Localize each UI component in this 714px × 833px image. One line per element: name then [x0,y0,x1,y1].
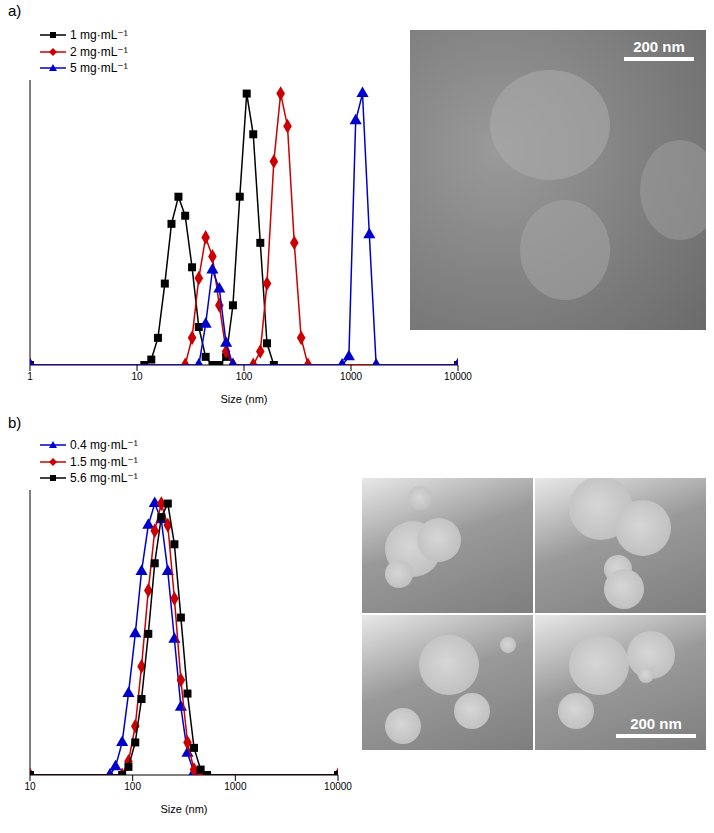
html-text:2 mg·mL⁻¹: 2 mg·mL⁻¹ [70,44,128,59]
html-text:0.4 mg·mL⁻¹: 0.4 mg·mL⁻¹ [70,437,138,452]
svg-text:Size (nm): Size (nm) [160,803,207,815]
svg-text:10000: 10000 [444,371,472,382]
svg-text:1000: 1000 [340,371,363,382]
svg-text:1000: 1000 [224,781,247,792]
html-text:200 nm: 200 nm [633,38,685,55]
svg-text:10: 10 [24,781,36,792]
svg-text:Size (nm): Size (nm) [220,393,267,405]
html-text:1.5 mg·mL⁻¹: 1.5 mg·mL⁻¹ [70,454,138,469]
svg-text:100: 100 [236,371,253,382]
html-text:b): b) [8,414,22,431]
html-text:1 mg·mL⁻¹: 1 mg·mL⁻¹ [70,27,128,42]
svg-text:10: 10 [131,371,143,382]
html-text:a): a) [8,2,22,19]
svg-text:1: 1 [27,371,33,382]
html-text:200 nm: 200 nm [630,715,682,732]
html-text:5 mg·mL⁻¹: 5 mg·mL⁻¹ [70,61,128,76]
svg-text:100: 100 [124,781,141,792]
svg-text:10000: 10000 [324,781,352,792]
html-text:5.6 mg·mL⁻¹: 5.6 mg·mL⁻¹ [70,471,138,486]
